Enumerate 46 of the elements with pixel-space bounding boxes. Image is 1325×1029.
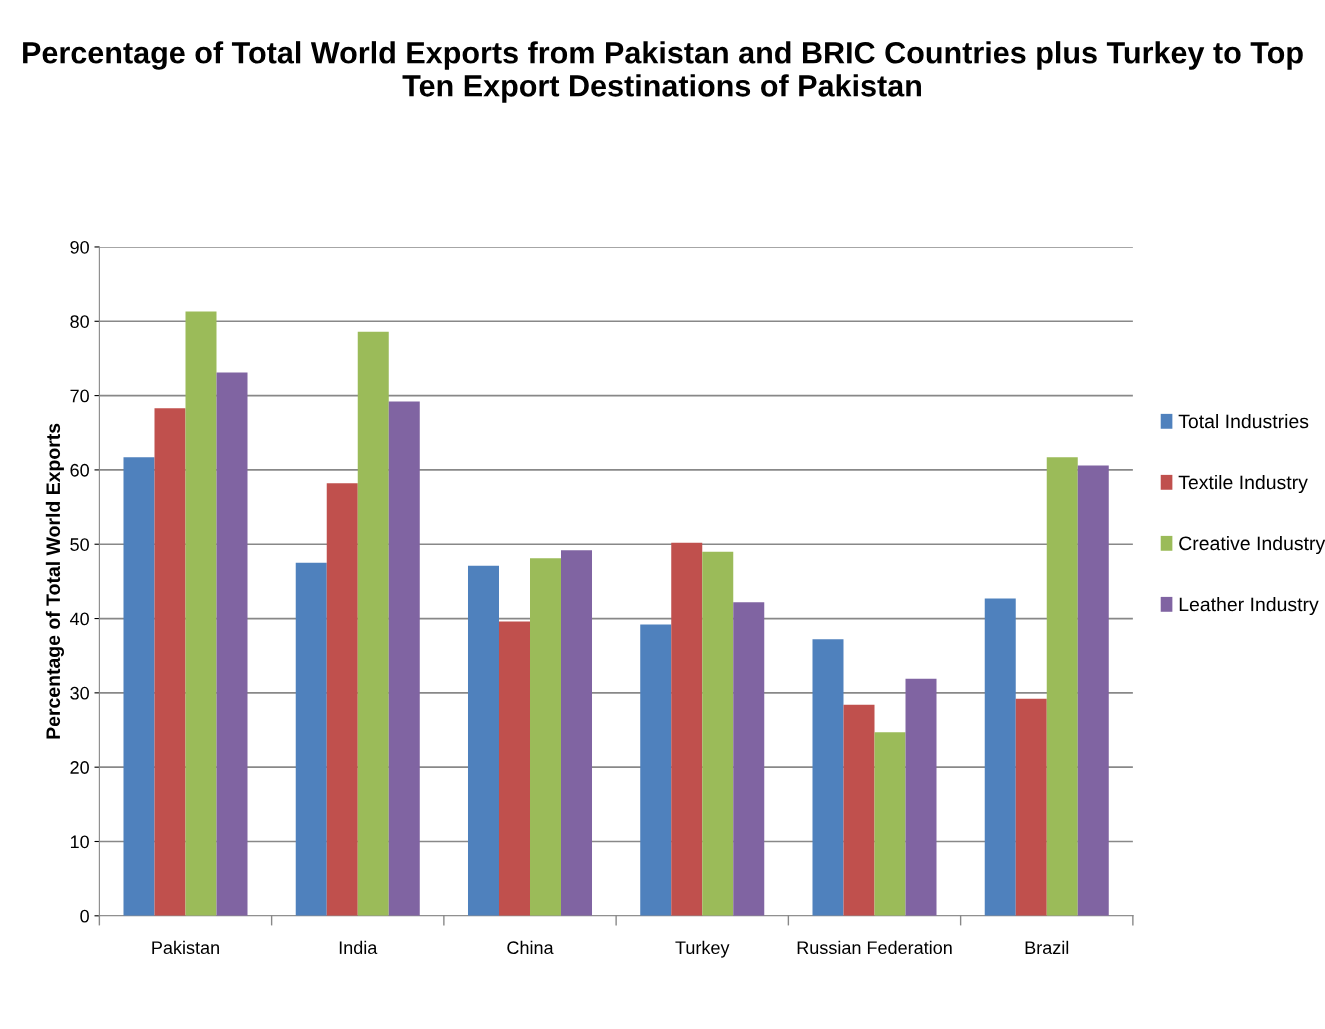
bar <box>984 598 1016 916</box>
bar <box>467 565 499 916</box>
bar <box>154 408 186 916</box>
bar <box>671 542 703 916</box>
x-tick-label: India <box>339 940 378 955</box>
y-tick-label: 10 <box>70 835 89 849</box>
y-tick-label: 20 <box>70 761 89 774</box>
legend-label: Textile Industry <box>1178 474 1308 494</box>
y-tick-label: 40 <box>69 612 89 626</box>
x-tick-label: China <box>507 940 554 955</box>
y-tick-label: 80 <box>70 315 89 328</box>
y-tick-label: 60 <box>70 463 89 477</box>
legend-label: Total Industries <box>1178 413 1309 429</box>
bar <box>1046 457 1078 916</box>
bar <box>295 562 327 916</box>
chart-title: Percentage of Total World Exports from Pakistan and BRIC Countries plus Turkey to Top Ten Export Destinations of Pakistan <box>23 41 1303 103</box>
x-tick-label: Pakistan <box>152 940 219 955</box>
bar <box>561 550 593 916</box>
y-tick-label: 50 <box>70 538 89 551</box>
bar <box>1077 465 1109 916</box>
bar <box>702 551 734 916</box>
bar <box>874 732 906 916</box>
bar <box>905 678 937 916</box>
bar <box>388 401 420 916</box>
bar <box>733 602 765 916</box>
x-tick-label: Turkey <box>675 940 730 958</box>
x-tick-label: Russian Federation <box>797 940 952 955</box>
legend-label: Creative Industry <box>1179 535 1325 555</box>
y-tick-label: 90 <box>70 240 89 254</box>
y-tick-label: 30 <box>70 686 89 700</box>
bar <box>123 457 155 916</box>
y-axis-title: Percentage of Total World Exports <box>45 423 65 739</box>
bar <box>843 704 875 916</box>
bar <box>499 621 530 916</box>
y-tick-label: 70 <box>70 389 89 403</box>
x-tick-label: Brazil <box>1025 940 1069 955</box>
bar <box>216 372 248 916</box>
y-tick-label: 0 <box>80 909 89 923</box>
bar <box>530 558 562 916</box>
bar <box>1015 698 1047 916</box>
legend-label: Leather Industry <box>1179 597 1319 616</box>
bar <box>185 311 217 916</box>
bar <box>357 331 389 916</box>
bar <box>326 483 358 916</box>
bar <box>640 624 672 916</box>
bar <box>812 639 844 916</box>
